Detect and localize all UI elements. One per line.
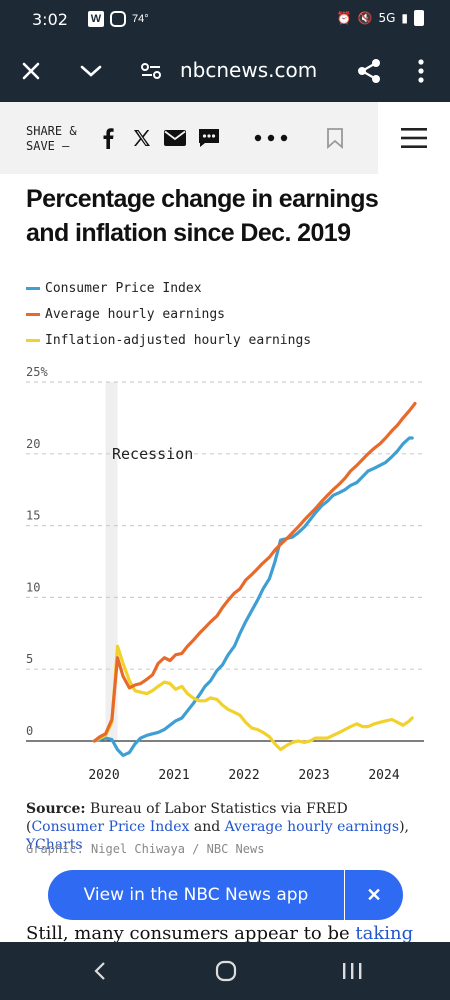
share-icon[interactable]: [352, 40, 386, 102]
system-nav-bar: [0, 942, 450, 1000]
close-icon[interactable]: [14, 40, 48, 102]
source-prefix: Source:: [26, 801, 86, 817]
legend-item: Inflation-adjusted hourly earnings: [26, 327, 311, 353]
source-text-1: Bureau of Labor Statistics via FRED (: [26, 801, 348, 835]
status-left-icons: W 74°: [88, 11, 149, 27]
email-icon[interactable]: [162, 102, 188, 174]
y-tick-label: 10: [26, 580, 40, 594]
temperature: 74°: [132, 13, 149, 25]
article-body-text: Still, many consumers appear to be takin…: [26, 922, 446, 942]
cpi-source-link[interactable]: Consumer Price Index: [31, 819, 190, 835]
instagram-icon: [110, 11, 126, 27]
x-tick-label: 2021: [158, 768, 189, 783]
legend-swatch: [26, 338, 40, 342]
status-right-icons: ⏰ 🔇 5G ▮: [337, 10, 424, 26]
y-tick-label: 25%: [26, 365, 48, 379]
recession-band: [105, 382, 118, 741]
graphic-credit: Graphic: Nigel Chiwaya / NBC News: [26, 842, 265, 856]
x-tick-label: 2024: [368, 768, 399, 783]
source-text-3: ),: [399, 819, 409, 835]
legend-label: Average hourly earnings: [45, 306, 226, 322]
signal-icon: ▮: [401, 11, 408, 25]
alarm-icon: ⏰: [336, 11, 352, 25]
back-icon[interactable]: [70, 942, 130, 1000]
series-line-cpi: [92, 436, 414, 757]
recession-label: Recession: [112, 445, 193, 463]
legend-label: Consumer Price Index: [45, 280, 202, 296]
legend-label: Inflation-adjusted hourly earnings: [45, 332, 312, 348]
hamburger-menu-icon[interactable]: [378, 102, 450, 174]
chart-headline: Percentage change in earnings and inflat…: [26, 185, 379, 247]
facebook-icon[interactable]: [96, 102, 120, 174]
share-save-label: SHARE & SAVE —: [26, 124, 77, 153]
earnings-source-link[interactable]: Average hourly earnings: [224, 819, 400, 835]
legend-swatch: [26, 312, 40, 316]
recent-apps-icon[interactable]: [322, 942, 382, 1000]
status-time: 3:02: [32, 10, 68, 29]
chart-legend: Consumer Price Index Average hourly earni…: [26, 275, 311, 353]
x-tick-label: 2020: [88, 768, 119, 783]
battery-icon: [414, 10, 424, 26]
series-line-real-earnings: [92, 644, 414, 752]
legend-item: Average hourly earnings: [26, 301, 311, 327]
w-app-icon: W: [88, 11, 104, 27]
legend-item: Consumer Price Index: [26, 275, 311, 301]
chart-source: Source: Bureau of Labor Statistics via F…: [26, 800, 426, 854]
url-text[interactable]: nbcnews.com: [180, 58, 318, 82]
body-text-start: Still, many consumers appear to be: [26, 923, 356, 942]
y-tick-label: 5: [26, 652, 33, 666]
share-bar: SHARE & SAVE —: [0, 102, 450, 174]
ycharts-source-link[interactable]: YCharts: [26, 837, 83, 853]
legend-swatch: [26, 286, 40, 290]
more-options-icon[interactable]: [406, 40, 436, 102]
source-text-2: and: [189, 819, 225, 835]
sms-icon[interactable]: [196, 102, 222, 174]
line-chart: 25% 20 15 10 5 0 Recession 2020 2021 2022 2023 2024: [26, 365, 424, 783]
y-tick-label: 0: [26, 724, 33, 738]
chevron-down-icon[interactable]: [74, 40, 108, 102]
y-tick-label: 15: [26, 509, 40, 523]
app-banner-divider: [344, 870, 345, 920]
x-tick-label: 2022: [228, 768, 259, 783]
status-bar: 3:02 W 74° ⏰ 🔇 5G ▮: [0, 0, 450, 40]
x-twitter-icon[interactable]: [128, 102, 156, 174]
bookmark-icon[interactable]: [322, 102, 348, 174]
y-tick-label: 20: [26, 437, 40, 451]
x-tick-label: 2023: [298, 768, 329, 783]
view-in-app-button[interactable]: View in the NBC News app: [83, 885, 309, 905]
series-line-earnings: [92, 401, 417, 743]
home-icon[interactable]: [196, 942, 256, 1000]
mute-icon: 🔇: [357, 11, 373, 25]
app-banner: View in the NBC News app ✕: [48, 870, 403, 920]
browser-toolbar: nbcnews.com: [0, 40, 450, 102]
site-settings-icon[interactable]: [136, 40, 166, 102]
network-label: 5G: [378, 11, 396, 25]
app-banner-close-button[interactable]: ✕: [366, 885, 382, 905]
body-link[interactable]: taking: [355, 923, 414, 942]
more-share-icon[interactable]: [252, 102, 290, 174]
